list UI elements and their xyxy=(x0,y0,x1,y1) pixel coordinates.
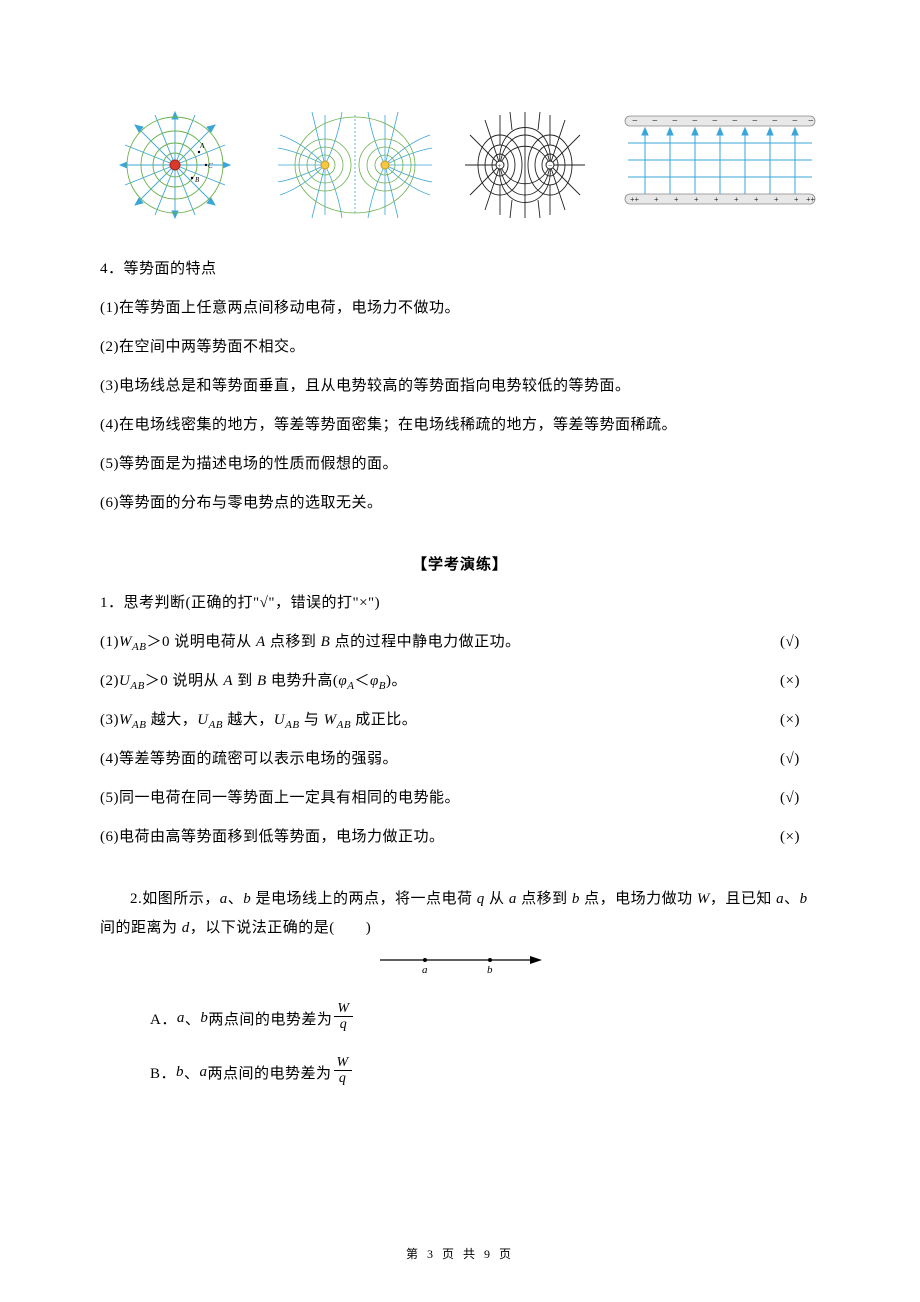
svg-text:C: C xyxy=(208,162,213,170)
svg-text:++: ++ xyxy=(806,195,816,204)
page-footer: 第 3 页 共 9 页 xyxy=(0,1245,920,1262)
diagram-parallel-plates: −−−− −−−− −− ++++ +++ +++ ++ xyxy=(620,110,820,220)
q2-figure: a b xyxy=(100,950,820,981)
q2-option-B-tail: 两点间的电势差为 xyxy=(208,1062,332,1083)
svg-text:−: − xyxy=(752,116,758,127)
q2-option-B: B． b 、 a 两点间的电势差为 W q xyxy=(150,1057,820,1089)
q2-option-A-mid: 、 xyxy=(185,1008,201,1029)
svg-text:−: − xyxy=(672,116,678,127)
practice-title: 【学考演练】 xyxy=(100,553,820,574)
q1-item-6-text: (6)电荷由高等势面移到低等势面，电场力做正功。 xyxy=(100,818,780,857)
q2-option-B-label: B． xyxy=(150,1062,176,1083)
q2-fig-label-b: b xyxy=(487,964,493,976)
svg-text:+: + xyxy=(694,195,699,204)
q2-option-B-mid: 、 xyxy=(184,1062,200,1083)
q2-option-A-pre: a xyxy=(177,1010,185,1027)
q2-fig-label-a: a xyxy=(422,964,428,976)
q1-item-4: (4)等差等势面的疏密可以表示电场的强弱。 (√) xyxy=(100,740,820,779)
q1-item-6-mark: (×) xyxy=(780,818,820,857)
q2-option-B-pre: b xyxy=(176,1064,184,1081)
diagrams-row: A C B xyxy=(100,110,820,220)
q2-option-A-label: A． xyxy=(150,1008,177,1029)
q1-item-2-text: (2)UAB＞0 说明从 A 到 B 电势升高(φA＜φB)。 xyxy=(100,662,780,701)
svg-text:−: − xyxy=(772,116,778,127)
section4-item-3: (3)电场线总是和等势面垂直，且从电势较高的等势面指向电势较低的等势面。 xyxy=(100,367,820,406)
svg-text:−: − xyxy=(712,116,718,127)
q2-option-B-frac-num: W xyxy=(334,1055,352,1071)
q2-text: 2.如图所示，a、b 是电场线上的两点，将一点电荷 q 从 a 点移到 b 点，… xyxy=(100,885,820,942)
q1-item-1: (1)WAB＞0 说明电荷从 A 点移到 B 点的过程中静电力做正功。 (√) xyxy=(100,623,820,662)
q2-option-B-frac-den: q xyxy=(334,1071,352,1086)
svg-text:+: + xyxy=(734,195,739,204)
q2-option-A: A． a 、 b 两点间的电势差为 W q xyxy=(150,1003,820,1035)
q2-option-A-frac-num: W xyxy=(334,1001,352,1017)
section4-item-1: (1)在等势面上任意两点间移动电荷，电场力不做功。 xyxy=(100,289,820,328)
svg-text:−: − xyxy=(732,116,738,127)
q1-item-3-mark: (×) xyxy=(780,701,820,740)
q1-heading: 1．思考判断(正确的打"√"，错误的打"×") xyxy=(100,584,820,623)
svg-text:−: − xyxy=(548,161,553,170)
svg-text:++: ++ xyxy=(630,195,640,204)
section4-heading: 4．等势面的特点 xyxy=(100,250,820,289)
svg-text:−: − xyxy=(792,116,798,127)
section4-item-4: (4)在电场线密集的地方，等差等势面密集；在电场线稀疏的地方，等差等势面稀疏。 xyxy=(100,406,820,445)
document-page: A C B xyxy=(0,0,920,1302)
q1-item-4-mark: (√) xyxy=(780,740,820,779)
svg-text:+: + xyxy=(654,195,659,204)
svg-text:A: A xyxy=(199,142,205,150)
diagram-point-charge: A C B xyxy=(100,110,260,220)
q2-option-B-post: a xyxy=(200,1064,208,1081)
svg-text:+: + xyxy=(498,162,502,170)
svg-text:+: + xyxy=(794,195,799,204)
q1-item-2-mark: (×) xyxy=(780,662,820,701)
svg-text:+: + xyxy=(674,195,679,204)
diagram-dipole: + − xyxy=(450,110,610,220)
q1-item-3: (3)WAB 越大，UAB 越大，UAB 与 WAB 成正比。 (×) xyxy=(100,701,820,740)
q2-option-B-frac: W q xyxy=(334,1055,352,1087)
svg-text:+: + xyxy=(754,195,759,204)
q1-item-4-text: (4)等差等势面的疏密可以表示电场的强弱。 xyxy=(100,740,780,779)
q1-item-2: (2)UAB＞0 说明从 A 到 B 电势升高(φA＜φB)。 (×) xyxy=(100,662,820,701)
q1-item-5-mark: (√) xyxy=(780,779,820,818)
section4-item-2: (2)在空间中两等势面不相交。 xyxy=(100,328,820,367)
svg-text:−: − xyxy=(808,116,814,127)
q1-item-5-text: (5)同一电荷在同一等势面上一定具有相同的电势能。 xyxy=(100,779,780,818)
q1-item-3-text: (3)WAB 越大，UAB 越大，UAB 与 WAB 成正比。 xyxy=(100,701,780,740)
svg-text:−: − xyxy=(692,116,698,127)
svg-text:+: + xyxy=(714,195,719,204)
svg-text:B: B xyxy=(195,176,200,184)
q1-item-1-mark: (√) xyxy=(780,623,820,662)
q1-item-6: (6)电荷由高等势面移到低等势面，电场力做正功。 (×) xyxy=(100,818,820,857)
q2-option-A-tail: 两点间的电势差为 xyxy=(208,1008,332,1029)
q1-item-5: (5)同一电荷在同一等势面上一定具有相同的电势能。 (√) xyxy=(100,779,820,818)
diagram-like-charges xyxy=(270,110,440,220)
q2-option-A-frac-den: q xyxy=(334,1017,352,1032)
svg-text:−: − xyxy=(632,116,638,127)
svg-text:−: − xyxy=(652,116,658,127)
section4-item-6: (6)等势面的分布与零电势点的选取无关。 xyxy=(100,484,820,523)
q1-item-1-text: (1)WAB＞0 说明电荷从 A 点移到 B 点的过程中静电力做正功。 xyxy=(100,623,780,662)
svg-text:+: + xyxy=(774,195,779,204)
section4-item-5: (5)等势面是为描述电场的性质而假想的面。 xyxy=(100,445,820,484)
q2-option-A-frac: W q xyxy=(334,1001,352,1033)
q2-option-A-post: b xyxy=(200,1010,208,1027)
